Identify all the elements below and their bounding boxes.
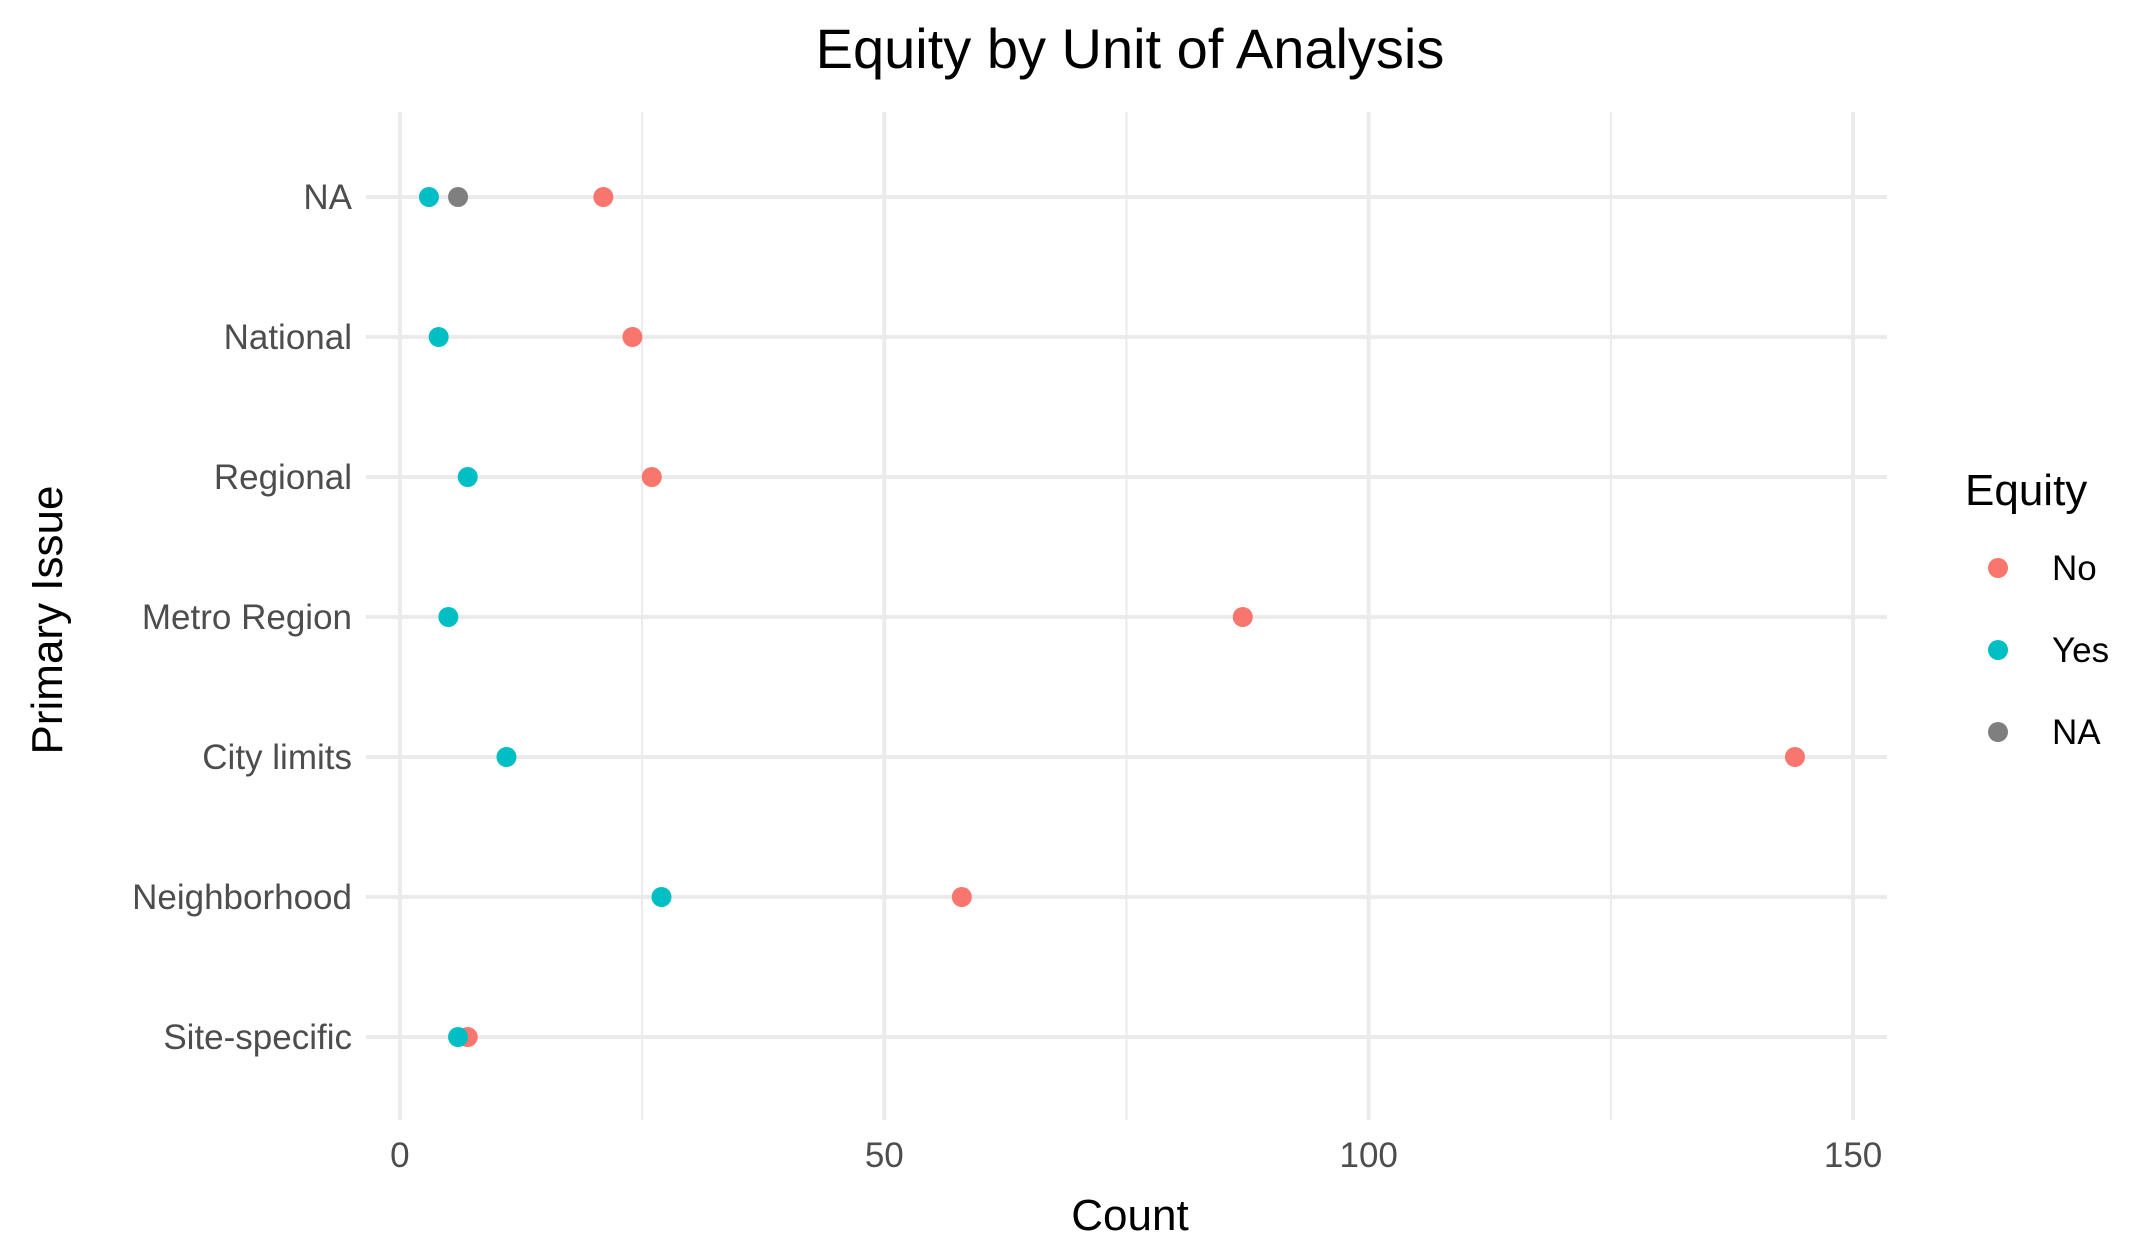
data-point-no xyxy=(1232,607,1253,627)
data-point-no xyxy=(951,887,972,907)
legend-key-na xyxy=(1988,722,2008,742)
data-point-yes xyxy=(457,467,478,487)
data-point-no xyxy=(641,467,662,487)
y-tick-label: National xyxy=(224,318,352,357)
legend-items: No Yes NA xyxy=(1988,549,2109,752)
y-axis-title: Primary Issue xyxy=(23,486,72,755)
x-tick-label: 100 xyxy=(1339,1136,1397,1175)
data-point-yes xyxy=(418,187,439,207)
x-tick-labels: 0 50 100 150 xyxy=(390,1136,1882,1175)
data-point-no xyxy=(622,327,643,347)
data-point-yes xyxy=(651,887,672,907)
data-point-yes xyxy=(438,607,459,627)
y-tick-label: Neighborhood xyxy=(132,878,352,917)
legend-title: Equity xyxy=(1965,466,2087,515)
legend-label-na: NA xyxy=(2052,713,2101,752)
legend-label-yes: Yes xyxy=(2052,631,2109,670)
chart-title: Equity by Unit of Analysis xyxy=(816,17,1445,80)
y-tick-label: NA xyxy=(303,178,352,217)
y-tick-label: Regional xyxy=(214,458,352,497)
x-axis-title: Count xyxy=(1071,1191,1188,1240)
x-tick-label: 0 xyxy=(390,1136,409,1175)
y-tick-labels: NA National Regional Metro Region City limit… xyxy=(132,178,353,1057)
grid-layer xyxy=(366,112,1887,1120)
data-points xyxy=(418,187,1805,1047)
data-point-no xyxy=(593,187,614,207)
data-point-yes xyxy=(428,327,449,347)
legend: Equity No Yes NA xyxy=(1965,466,2109,752)
x-tick-label: 150 xyxy=(1824,1136,1882,1175)
x-tick-label: 50 xyxy=(865,1136,904,1175)
data-point-na xyxy=(448,187,469,207)
legend-key-no xyxy=(1988,558,2008,578)
y-tick-label: Site-specific xyxy=(163,1018,352,1057)
y-tick-label: Metro Region xyxy=(142,598,352,637)
legend-key-yes xyxy=(1988,640,2008,660)
data-point-yes xyxy=(448,1027,469,1047)
data-point-yes xyxy=(496,747,517,767)
y-tick-label: City limits xyxy=(202,738,352,777)
legend-label-no: No xyxy=(2052,549,2097,588)
data-point-no xyxy=(1784,747,1805,767)
